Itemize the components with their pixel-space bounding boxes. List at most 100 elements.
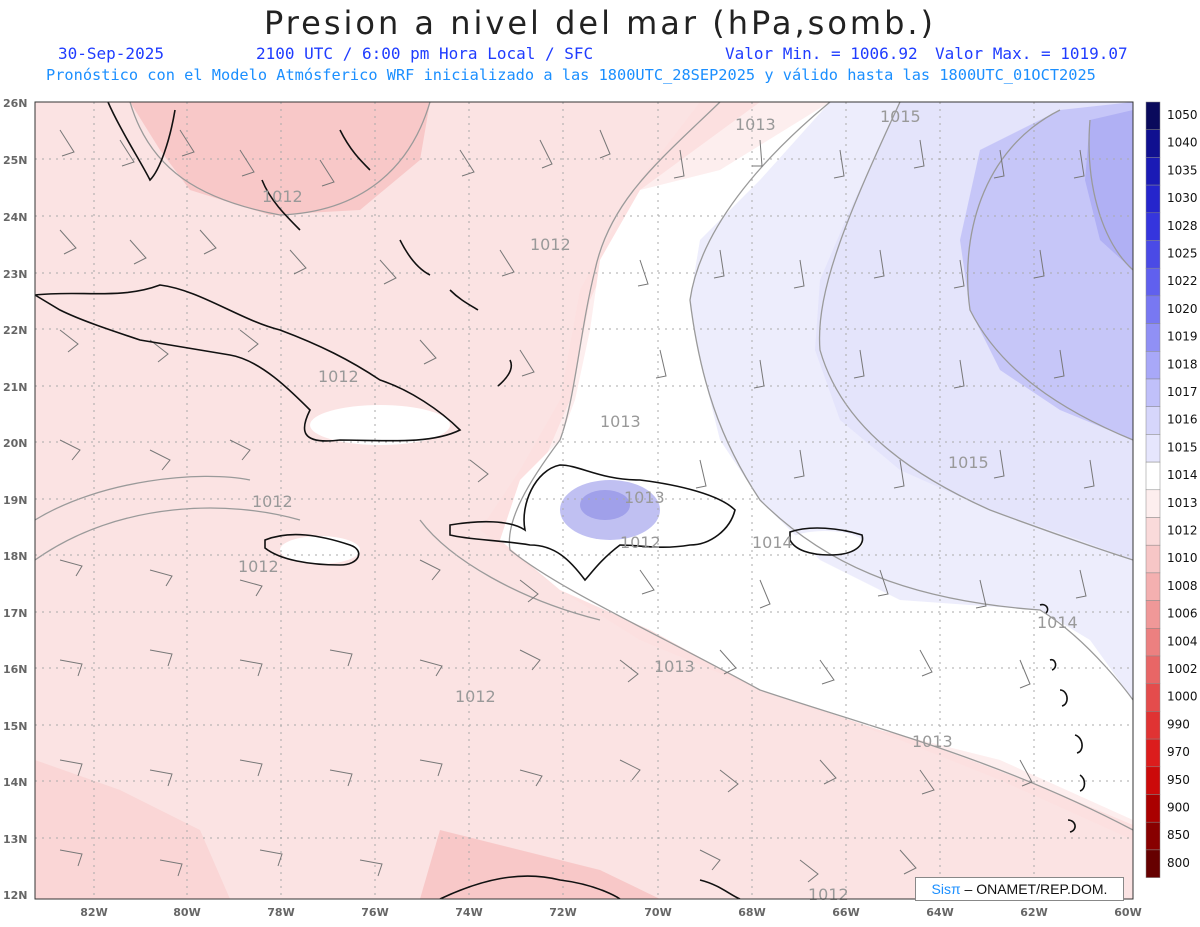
colorbar-label: 990 [1167,717,1190,731]
colorbar-swatch [1145,572,1161,601]
lon-label: 60W [1114,906,1141,919]
map-frame [34,101,1134,900]
contour-label: 1015 [880,107,921,126]
colorbar-label: 1004 [1167,634,1198,648]
lat-label: 23N [3,268,28,281]
colorbar-swatch [1145,267,1161,297]
colorbar-swatch [1145,544,1161,574]
isobar-lines [35,102,1133,831]
colorbar-label: 1008 [1167,579,1198,593]
lat-label: 21N [3,381,28,394]
colorbar-swatch [1145,683,1161,712]
valid-time: 2100 UTC / 6:00 pm Hora Local / SFC [256,44,594,63]
credit-text: – ONAMET/REP.DOM. [960,881,1108,897]
colorbar-swatch [1145,434,1161,463]
contour-label: 1013 [912,732,953,751]
colorbar-swatch [1145,794,1161,823]
contour-label: 1013 [624,488,665,507]
grid-lines [35,102,1133,899]
colorbar-label: 1012 [1167,524,1198,538]
colorbar-label: 1040 [1167,136,1198,150]
colorbar-swatch [1145,129,1161,158]
colorbar-label: 1015 [1167,440,1198,454]
valid-date: 30-Sep-2025 [58,44,164,63]
colorbar-label: 1030 [1167,191,1198,205]
credit-box: Sisπ – ONAMET/REP.DOM. [915,877,1124,901]
sis-logo: Sisπ [931,881,961,897]
colorbar-label: 1050 [1167,108,1198,122]
contour-label: 1012 [808,885,849,904]
lon-label: 78W [267,906,294,919]
colorbar-label: 1035 [1167,163,1198,177]
colorbar-swatch [1145,351,1161,380]
colorbar-swatch [1145,849,1161,878]
colorbar-swatch [1145,157,1161,186]
colorbar-label: 1017 [1167,385,1198,399]
colorbar-label: 900 [1167,801,1190,815]
contour-label: 1012 [455,687,496,706]
colorbar-swatch [1145,212,1161,241]
min-value: Valor Min. = 1006.92 [725,44,918,63]
colorbar-swatch [1145,655,1161,684]
colorbar-label: 1016 [1167,413,1198,427]
colorbar-label: 1019 [1167,330,1198,344]
lat-label: 20N [3,437,28,450]
colorbar-swatch [1145,489,1161,518]
lat-label: 18N [3,550,28,563]
lon-label: 80W [173,906,200,919]
contour-label: 1012 [530,235,571,254]
lat-label: 15N [3,720,28,733]
max-value: Valor Max. = 1019.07 [935,44,1128,63]
lat-label: 25N [3,154,28,167]
colorbar-swatch [1145,461,1161,491]
colorbar-label: 800 [1167,856,1190,870]
map-title: Presion a nivel del mar (hPa,somb.) [263,4,937,42]
colorbar-label: 1010 [1167,551,1198,565]
colorbar-label: 1022 [1167,274,1198,288]
contour-label: 1013 [600,412,641,431]
colorbar-swatch [1145,323,1161,352]
lon-axis: 82W 80W 78W 76W 74W 72W 70W 68W 66W 64W … [80,906,1141,919]
colorbar-swatch [1145,517,1161,546]
colorbar-swatch [1145,101,1161,130]
colorbar-swatch [1145,628,1161,657]
lon-label: 76W [361,906,388,919]
colorbar-label: 1006 [1167,607,1198,621]
lat-label: 22N [3,324,28,337]
lon-label: 72W [549,906,576,919]
colorbar-swatch [1145,738,1161,768]
colorbar-label: 1028 [1167,219,1198,233]
lat-label: 17N [3,607,28,620]
color-scale-bar: 1050 1040 1035 1030 1028 1025 1022 1020 1019 1018… [1145,101,1198,878]
colorbar-swatch [1145,295,1161,324]
lon-label: 70W [644,906,671,919]
contour-label: 1013 [735,115,776,134]
colorbar-label: 1014 [1167,468,1198,482]
contour-label: 1013 [654,657,695,676]
lon-label: 62W [1020,906,1047,919]
lat-axis: 26N 25N 24N 23N 22N 21N 20N 19N 18N 17N … [3,97,28,902]
colorbar-label: 1025 [1167,247,1198,261]
colorbar-label: 1000 [1167,690,1198,704]
lon-label: 68W [738,906,765,919]
colorbar-swatch [1145,711,1161,740]
lon-label: 66W [832,906,859,919]
colorbar-label: 1013 [1167,496,1198,510]
colorbar-label: 950 [1167,773,1190,787]
colorbar-swatch [1145,821,1161,851]
contour-label: 1012 [262,187,303,206]
colorbar-swatch [1145,240,1161,269]
colorbar-label: 1002 [1167,662,1198,676]
model-info: Pronóstico con el Modelo Atmósferico WRF… [46,66,1096,84]
colorbar-swatch [1145,766,1161,795]
lon-label: 74W [455,906,482,919]
colorbar-swatch [1145,600,1161,629]
lon-label: 82W [80,906,107,919]
contour-label: 1012 [252,492,293,511]
lat-label: 16N [3,663,28,676]
lon-label: 64W [926,906,953,919]
contour-label: 1012 [238,557,279,576]
lat-label: 19N [3,494,28,507]
lat-label: 26N [3,97,28,110]
